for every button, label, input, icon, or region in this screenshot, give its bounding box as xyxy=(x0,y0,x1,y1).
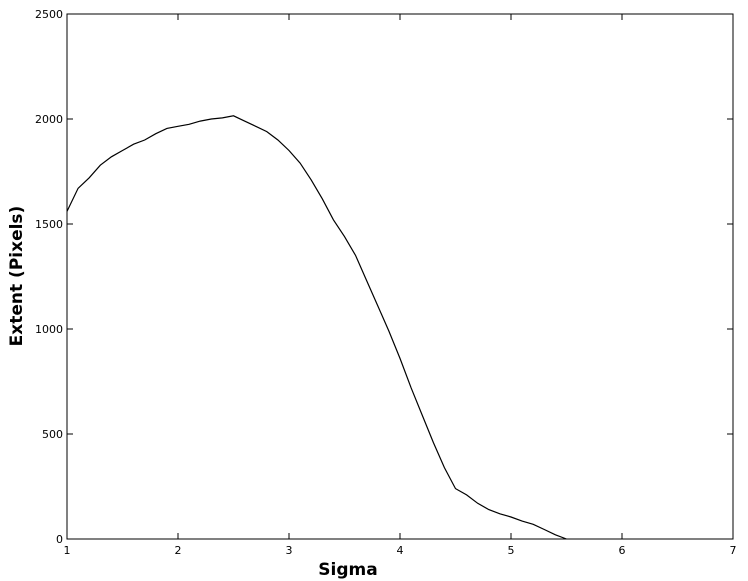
y-tick-label: 0 xyxy=(56,533,63,546)
x-tick-label: 5 xyxy=(508,544,515,557)
x-tick-label: 7 xyxy=(730,544,737,557)
x-axis-label: Sigma xyxy=(318,560,377,580)
y-axis-label: Extent (Pixels) xyxy=(7,206,27,347)
y-tick-label: 1000 xyxy=(35,323,63,336)
x-tick-label: 6 xyxy=(619,544,626,557)
x-tick-label: 1 xyxy=(64,544,71,557)
x-tick-label: 2 xyxy=(175,544,182,557)
y-tick-label: 2500 xyxy=(35,8,63,21)
x-tick-label: 3 xyxy=(286,544,293,557)
x-axis-ticks: 1 2 3 4 5 6 7 xyxy=(64,14,737,557)
plot-area-frame xyxy=(66,13,734,540)
x-tick-label: 4 xyxy=(397,544,404,557)
y-tick-label: 2000 xyxy=(35,113,63,126)
y-tick-label: 500 xyxy=(42,428,63,441)
series-line-extent xyxy=(66,115,567,540)
y-tick-label: 1500 xyxy=(35,218,63,231)
y-axis-ticks: 0 500 1000 1500 2000 2500 xyxy=(35,8,733,546)
